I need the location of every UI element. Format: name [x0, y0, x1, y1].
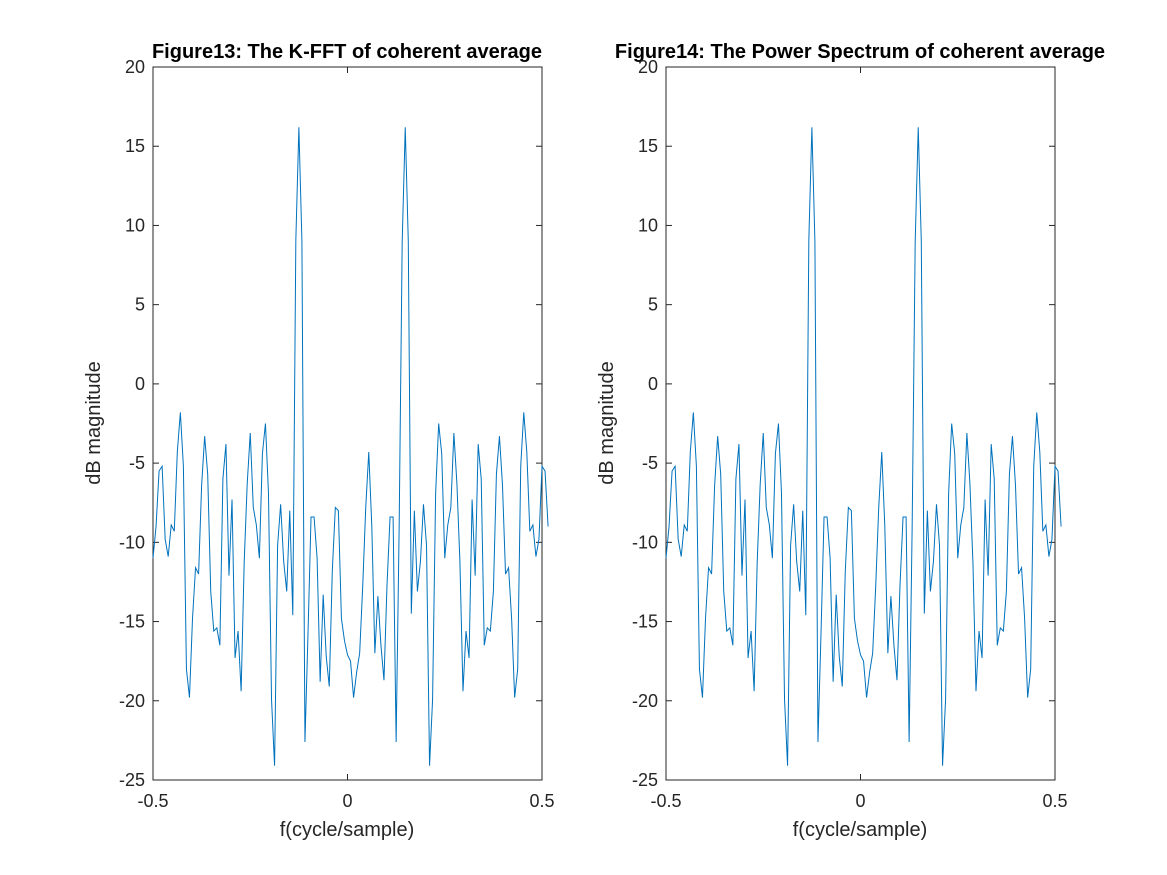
plot-figure14: Figure14: The Power Spectrum of coherent… [596, 41, 1105, 841]
y-axis-label: dB magnitude [596, 361, 618, 484]
y-tick-label: -25 [632, 770, 658, 790]
y-tick-label: 20 [638, 57, 658, 77]
y-tick-label: -10 [632, 532, 658, 552]
y-tick-label: 15 [125, 136, 145, 156]
series-line [152, 127, 549, 766]
x-tick-label: 0.5 [529, 791, 554, 811]
y-axis-label: dB magnitude [83, 361, 105, 484]
y-axis: -25 -20 -15 -10 -5 0 5 10 15 20 [119, 57, 542, 790]
axes-frame [152, 66, 543, 781]
y-tick-label: -15 [119, 612, 145, 632]
x-axis-label: f(cycle/sample) [280, 819, 414, 841]
plot-title: Figure13: The K-FFT of coherent average [152, 41, 542, 63]
x-tick-label: 0.5 [1042, 791, 1067, 811]
y-tick-label: -25 [119, 770, 145, 790]
y-tick-label: 0 [648, 374, 658, 394]
y-tick-label: -20 [632, 691, 658, 711]
x-tick-label: -0.5 [137, 791, 168, 811]
y-tick-label: -5 [129, 453, 145, 473]
series-line [665, 127, 1062, 766]
y-tick-label: 10 [638, 215, 658, 235]
x-axis-label: f(cycle/sample) [793, 819, 927, 841]
y-tick-label: -5 [642, 453, 658, 473]
y-tick-label: -15 [632, 612, 658, 632]
x-tick-label: -0.5 [650, 791, 681, 811]
y-tick-label: -10 [119, 532, 145, 552]
y-tick-label: 10 [125, 215, 145, 235]
y-tick-label: 20 [125, 57, 145, 77]
y-tick-label: 0 [135, 374, 145, 394]
y-axis: -25 -20 -15 -10 -5 0 5 10 15 20 [632, 57, 1055, 790]
x-tick-label: 0 [342, 791, 352, 811]
axes-frame [665, 66, 1056, 781]
y-tick-label: -20 [119, 691, 145, 711]
plot-title: Figure14: The Power Spectrum of coherent… [615, 41, 1105, 63]
x-axis: -0.5 0 0.5 [650, 67, 1068, 811]
y-tick-label: 5 [648, 295, 658, 315]
plot-figure13: Figure13: The K-FFT of coherent average … [83, 41, 555, 841]
y-tick-label: 15 [638, 136, 658, 156]
x-tick-label: 0 [855, 791, 865, 811]
x-axis: -0.5 0 0.5 [137, 67, 555, 811]
y-tick-label: 5 [135, 295, 145, 315]
